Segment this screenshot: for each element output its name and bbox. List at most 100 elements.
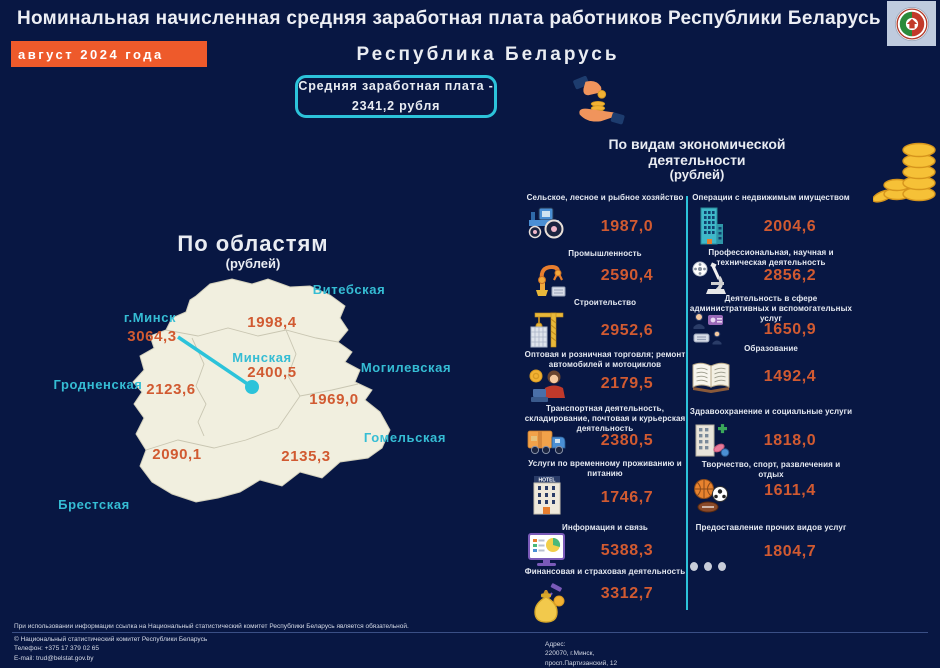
tractor-icon <box>526 206 568 246</box>
region-value-mogilev: 1969,0 <box>309 391 359 408</box>
activity-item-sport: Творчество, спорт, развлечения и отдых 1… <box>688 460 854 513</box>
footer-address-line2: просп.Партизанский, 12 <box>545 659 618 667</box>
open-book-icon <box>690 360 732 400</box>
activity-item-education: Образование 1492,4 <box>688 344 854 393</box>
footer-address-label: Адрес: <box>545 641 566 648</box>
activity-value: 1804,7 <box>763 543 817 560</box>
activity-label: Профессиональная, научная и техническая … <box>708 248 834 267</box>
belstat-logo <box>887 1 936 46</box>
period-badge: август 2024 года <box>11 41 207 67</box>
minsk-city-dot <box>245 380 259 394</box>
activity-item-administrative: Деятельность в сфере административных и … <box>688 294 854 345</box>
activity-label: Строительство <box>573 298 637 307</box>
activity-label: Творчество, спорт, развлечения и отдых <box>701 460 841 479</box>
region-value-minsk-city: 3064,3 <box>127 328 177 345</box>
crane-icon <box>526 309 568 349</box>
sport-balls-icon <box>690 477 732 517</box>
activity-value: 2004,6 <box>763 218 817 235</box>
hotel-icon: HOTEL <box>526 474 568 515</box>
activity-label: Услуги по временному проживанию и питани… <box>528 459 682 478</box>
activity-label: Образование <box>744 344 798 353</box>
activity-item-professional: Профессиональная, научная и техническая … <box>688 248 854 294</box>
activities-title-line1: По видам экономической <box>608 136 786 152</box>
region-value-gomel: 2135,3 <box>281 448 331 465</box>
average-wage-line2: 2341,2 рубля <box>351 98 441 113</box>
activities-title-line3: (рублей) <box>669 167 725 182</box>
region-value-minsk: 2400,5 <box>247 364 297 381</box>
truck-icon <box>526 426 568 466</box>
activity-item-construction: Строительство 2952,6 <box>524 298 686 348</box>
activity-label: Сельское, лесное и рыбное хозяйство <box>526 193 684 202</box>
regions-section-subtitle: (рублей) <box>225 256 281 271</box>
money-bag-icon <box>526 583 568 623</box>
average-wage-box: Средняя заработная плата - 2341,2 рубля <box>295 75 497 118</box>
footer-address: Адрес: 220070, г.Минск, просп.Партизанск… <box>545 640 617 668</box>
activity-value: 1987,0 <box>600 218 654 235</box>
activity-value: 2179,5 <box>600 375 654 392</box>
region-value-brest: 2090,1 <box>152 446 202 463</box>
activity-item-transport: Транспортная деятельность, складирование… <box>524 404 686 455</box>
region-value-grodno: 2123,6 <box>146 381 196 398</box>
activity-label: Деятельность в сфере административных и … <box>689 294 853 323</box>
region-label-vitebsk: Витебская <box>312 282 386 297</box>
region-label-mogilev: Могилевская <box>360 360 452 375</box>
activity-label: Оптовая и розничная торговля; ремонт авт… <box>524 350 686 369</box>
columns-divider <box>686 196 688 610</box>
footer-divider <box>12 632 928 633</box>
regions-section-title: По областям <box>177 231 329 256</box>
activity-value: 2952,6 <box>600 322 654 339</box>
activity-label: Здравоохранение и социальные услуги <box>689 407 853 416</box>
footer-contacts: © Национальный статистический комитет Ре… <box>14 635 207 663</box>
activity-value: 1492,4 <box>763 368 817 385</box>
footer-phone: Телефон: +375 17 379 02 65 <box>14 645 99 653</box>
activity-item-health: Здравоохранение и социальные услуги 1818… <box>688 407 854 457</box>
belarus-map <box>130 276 392 511</box>
hand-coins-icon <box>568 75 626 131</box>
activity-value: 2590,4 <box>600 267 654 284</box>
activity-value: 1611,4 <box>764 482 816 499</box>
activity-item-other-services: Предоставление прочих видов услуг 1804,7 <box>688 523 854 571</box>
region-label-minsk: Минская <box>232 350 292 365</box>
footer-notice: При использовании информации ссылка на Н… <box>14 623 409 630</box>
activity-label: Финансовая и страховая деятельность <box>524 567 686 576</box>
footer-address-line1: 220070, г.Минск, <box>545 650 595 658</box>
footer-copyright: © Национальный статистический комитет Ре… <box>14 636 208 643</box>
activity-label: Информация и связь <box>562 523 648 532</box>
activity-item-finance: Финансовая и страховая деятельность 3312… <box>524 567 686 623</box>
activity-label: Операции с недвижимым имуществом <box>692 193 850 202</box>
activity-item-information: Информация и связь 5388,3 <box>524 523 686 566</box>
country-title: Республика Беларусь <box>356 44 620 65</box>
activity-value: 1818,0 <box>763 432 817 449</box>
activity-value: 2380,5 <box>600 432 654 449</box>
microscope-icon <box>690 260 732 300</box>
activity-item-trade: Оптовая и розничная торговля; ремонт авт… <box>524 350 686 402</box>
admin-people-icon <box>690 312 732 352</box>
monitor-chart-icon <box>526 532 568 572</box>
activity-item-real-estate: Операции с недвижимым имуществом 2004,6 <box>688 193 854 245</box>
belarus-map-icon <box>132 278 391 503</box>
hospital-icon <box>690 420 732 460</box>
activity-item-accommodation: Услуги по временному проживанию и питани… <box>524 459 686 515</box>
average-wage-line1: Средняя заработная плата - <box>298 79 494 94</box>
activity-value: 2856,2 <box>763 267 817 284</box>
building-icon <box>690 206 732 246</box>
activities-title-line2: деятельности <box>648 152 746 168</box>
activity-label: Транспортная деятельность, складирование… <box>524 404 686 433</box>
region-value-vitebsk: 1998,4 <box>247 314 297 331</box>
ellipsis-icon <box>690 546 732 586</box>
robot-arm-icon <box>526 259 568 299</box>
belstat-emblem-icon <box>894 6 929 41</box>
activity-label: Предоставление прочих видов услуг <box>695 523 847 532</box>
minsk-pointer-line <box>177 335 253 389</box>
svg-text:HOTEL: HOTEL <box>539 478 556 484</box>
page-title: Номинальная начисленная средняя заработн… <box>17 8 881 29</box>
activity-value: 1746,7 <box>600 489 654 506</box>
activity-label: Промышленность <box>568 249 642 258</box>
region-label-brest: Брестская <box>58 497 130 512</box>
footer-email: E-mail: trud@belstat.gov.by <box>14 654 94 662</box>
activity-item-agriculture: Сельское, лесное и рыбное хозяйство 1987… <box>524 193 686 239</box>
region-label-grodno: Гродненская <box>53 377 143 392</box>
cashier-icon <box>526 368 568 408</box>
region-label-gomel: Гомельская <box>363 430 447 445</box>
